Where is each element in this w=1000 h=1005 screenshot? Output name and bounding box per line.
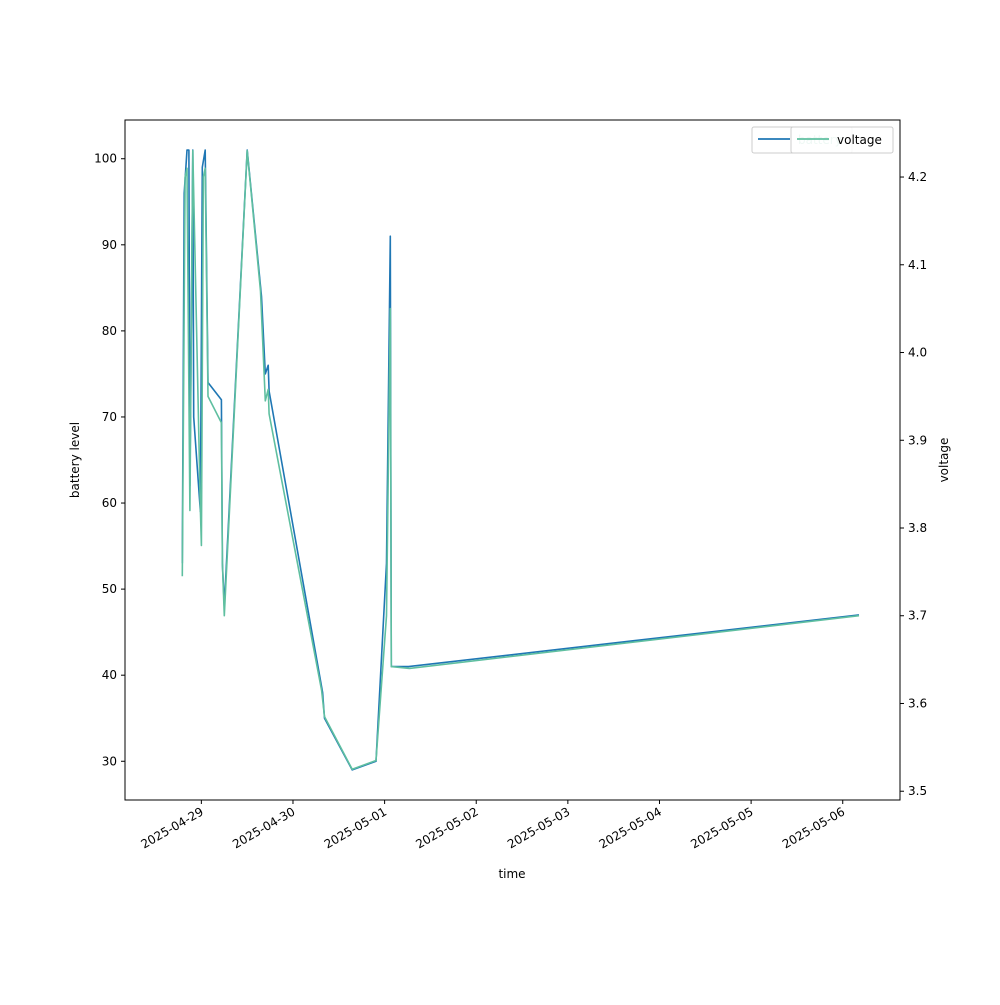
plot-frame: [124, 119, 901, 801]
y-axis-left-label: battery level: [68, 422, 82, 498]
y-left-tick-label: 30: [102, 754, 117, 768]
x-tick-label: 2025-05-04: [597, 804, 664, 851]
legend-voltage-box: [790, 126, 894, 154]
y-right-tick-label: 3.6: [908, 696, 927, 710]
x-axis: 2025-04-29 2025-04-30 2025-05-01 2025-05-02…: [138, 800, 847, 851]
y-right-tick-label: 3.8: [908, 521, 927, 535]
y-right-tick-label: 3.7: [908, 609, 927, 623]
x-axis-label: time: [498, 867, 525, 881]
y-left-tick-label: 100: [94, 152, 117, 166]
plot-area: [124, 119, 901, 801]
series-layer: [181, 149, 860, 771]
y-left-tick-label: 80: [102, 324, 117, 338]
y-right-tick-label: 3.5: [908, 784, 927, 798]
y-right-tick-label: 4.1: [908, 258, 927, 272]
legend-voltage-label: voltage: [837, 133, 882, 147]
y-right-tick-label: 4.2: [908, 170, 927, 184]
series-line-battery: [181, 149, 860, 771]
y-right-tick-label: 4.0: [908, 346, 927, 360]
y-left-tick-label: 70: [102, 410, 117, 424]
y-axis-right: 3.5 3.6 3.7 3.8 3.9 4.0 4.1 4.2: [900, 170, 927, 798]
legend-voltage: voltage: [790, 126, 894, 154]
x-tick-label: 2025-04-30: [230, 804, 297, 851]
x-tick-label: 2025-05-02: [413, 804, 480, 851]
y-right-tick-label: 3.9: [908, 433, 927, 447]
y-left-tick-label: 50: [102, 582, 117, 596]
x-tick-label: 2025-05-06: [780, 804, 847, 851]
x-tick-label: 2025-05-05: [688, 804, 755, 851]
y-left-tick-label: 90: [102, 238, 117, 252]
x-tick-label: 2025-04-29: [138, 804, 205, 851]
y-axis-left: 30 40 50 60 70 80 90 100: [94, 152, 125, 768]
y-left-tick-label: 60: [102, 496, 117, 510]
x-tick-label: 2025-05-03: [505, 804, 572, 851]
y-left-tick-label: 40: [102, 668, 117, 682]
x-tick-label: 2025-05-01: [322, 804, 389, 851]
series-line-voltage: [181, 149, 860, 771]
y-axis-right-label: voltage: [937, 438, 951, 483]
